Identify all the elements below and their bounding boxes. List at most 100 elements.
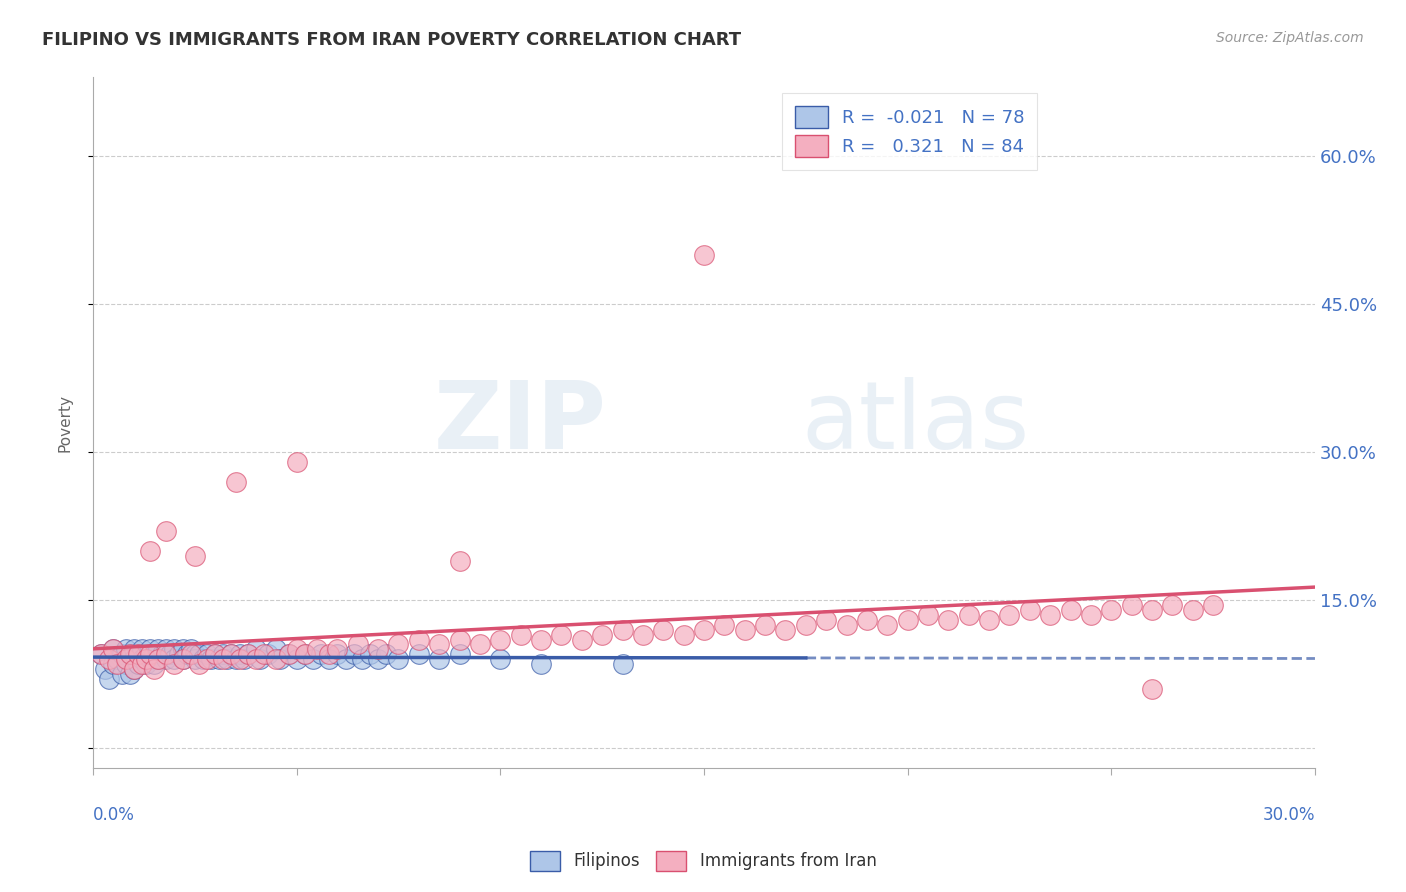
Point — [509, 627, 531, 641]
Point — [195, 648, 218, 662]
Point — [1161, 598, 1184, 612]
Point — [135, 657, 157, 672]
Point — [143, 662, 166, 676]
Point — [150, 648, 173, 662]
Point — [110, 667, 132, 681]
Point — [184, 652, 207, 666]
Point — [191, 652, 214, 666]
Point — [221, 648, 243, 662]
Point — [938, 613, 960, 627]
Point — [253, 648, 276, 662]
Point — [155, 652, 177, 666]
Point — [277, 648, 299, 662]
Text: 30.0%: 30.0% — [1263, 805, 1315, 823]
Point — [408, 632, 430, 647]
Point — [139, 648, 162, 662]
Point — [159, 648, 181, 662]
Point — [269, 652, 291, 666]
Point — [305, 642, 328, 657]
Point — [285, 642, 308, 657]
Point — [612, 623, 634, 637]
Point — [122, 662, 145, 676]
Point — [815, 613, 838, 627]
Point — [187, 648, 209, 662]
Point — [107, 652, 129, 666]
Point — [143, 657, 166, 672]
Point — [1202, 598, 1225, 612]
Point — [1181, 603, 1204, 617]
Point — [114, 642, 136, 657]
Text: ZIP: ZIP — [433, 376, 606, 468]
Point — [318, 652, 340, 666]
Point — [98, 672, 121, 686]
Point — [897, 613, 920, 627]
Point — [294, 648, 316, 662]
Point — [139, 642, 162, 657]
Point — [285, 652, 308, 666]
Point — [652, 623, 675, 637]
Point — [449, 632, 471, 647]
Point — [367, 642, 389, 657]
Point — [103, 642, 125, 657]
Point — [221, 648, 243, 662]
Point — [127, 648, 149, 662]
Legend: R =  -0.021   N = 78, R =   0.321   N = 84: R = -0.021 N = 78, R = 0.321 N = 84 — [782, 94, 1038, 169]
Point — [172, 652, 194, 666]
Point — [208, 652, 231, 666]
Point — [917, 607, 939, 622]
Point — [367, 652, 389, 666]
Point — [232, 652, 254, 666]
Point — [387, 637, 409, 651]
Point — [1018, 603, 1040, 617]
Point — [427, 637, 450, 651]
Point — [155, 524, 177, 538]
Point — [591, 627, 613, 641]
Point — [693, 248, 716, 262]
Point — [127, 648, 149, 662]
Text: FILIPINO VS IMMIGRANTS FROM IRAN POVERTY CORRELATION CHART: FILIPINO VS IMMIGRANTS FROM IRAN POVERTY… — [42, 31, 741, 49]
Point — [335, 652, 357, 666]
Point — [489, 652, 512, 666]
Point — [302, 652, 325, 666]
Point — [346, 637, 368, 651]
Point — [1039, 607, 1062, 622]
Point — [148, 652, 170, 666]
Point — [1140, 603, 1163, 617]
Point — [135, 652, 157, 666]
Point — [245, 652, 267, 666]
Point — [184, 648, 207, 662]
Point — [110, 648, 132, 662]
Point — [172, 642, 194, 657]
Point — [754, 617, 776, 632]
Point — [90, 648, 112, 662]
Point — [131, 642, 153, 657]
Point — [148, 642, 170, 657]
Point — [139, 652, 162, 666]
Point — [155, 648, 177, 662]
Point — [309, 648, 332, 662]
Point — [794, 617, 817, 632]
Point — [257, 648, 280, 662]
Point — [631, 627, 654, 641]
Point — [550, 627, 572, 641]
Point — [734, 623, 756, 637]
Point — [167, 648, 190, 662]
Point — [131, 657, 153, 672]
Text: 0.0%: 0.0% — [93, 805, 135, 823]
Point — [713, 617, 735, 632]
Point — [318, 648, 340, 662]
Point — [148, 652, 170, 666]
Point — [998, 607, 1021, 622]
Point — [180, 642, 202, 657]
Point — [118, 648, 141, 662]
Point — [114, 652, 136, 666]
Point — [163, 642, 186, 657]
Point — [195, 652, 218, 666]
Point — [277, 648, 299, 662]
Point — [571, 632, 593, 647]
Point — [131, 652, 153, 666]
Point — [1140, 681, 1163, 696]
Point — [294, 648, 316, 662]
Text: atlas: atlas — [801, 376, 1031, 468]
Point — [856, 613, 879, 627]
